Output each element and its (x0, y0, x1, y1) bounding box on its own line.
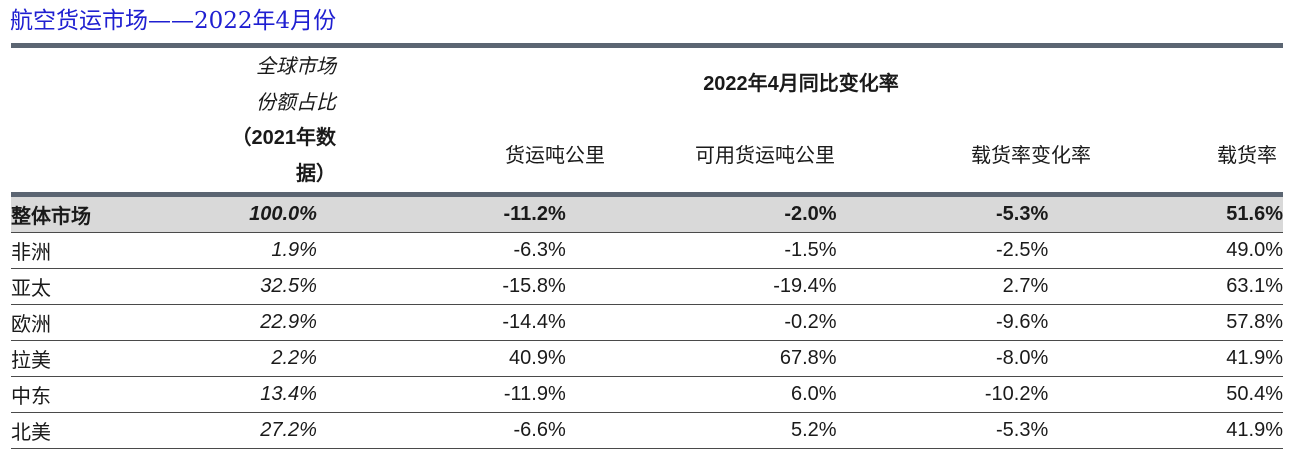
table-row: 拉美 2.2% 40.9% 67.8% -8.0% 41.9% (11, 340, 1283, 377)
col-header-rtk: 货运吨公里 (505, 145, 605, 167)
share-cell: 100.0% (175, 197, 317, 233)
lf-change-cell: -2.5% (836, 232, 1049, 269)
header-divider (11, 192, 1283, 197)
table-row-total: 整体市场 100.0% -11.2% -2.0% -5.3% 51.6% (11, 197, 1283, 233)
region-cell: 拉美 (11, 340, 176, 377)
col-header-atk: 可用货运吨公里 (695, 145, 835, 167)
atk-cell: 5.2% (565, 412, 837, 449)
share-cell: 32.5% (175, 268, 317, 305)
rtk-cell: -6.3% (316, 232, 566, 269)
table-row: 亚太 32.5% -15.8% -19.4% 2.7% 63.1% (11, 268, 1283, 305)
table-row: 北美 27.2% -6.6% 5.2% -5.3% 41.9% (11, 412, 1283, 449)
atk-cell: -1.5% (565, 232, 837, 269)
share-cell: 2.2% (175, 340, 317, 377)
page-title: 航空货运市场——2022年4月份 (10, 8, 337, 34)
share-cell: 13.4% (175, 376, 317, 413)
market-share-header: 全球市场 份额占比 （2021年数 据） (186, 48, 337, 192)
lf-cell: 49.0% (1048, 232, 1283, 269)
lf-change-cell: -5.3% (836, 412, 1049, 449)
lf-change-cell: -8.0% (836, 340, 1049, 377)
atk-cell: 6.0% (565, 376, 837, 413)
market-share-header-line1: 全球市场 (256, 54, 336, 78)
share-cell: 27.2% (175, 412, 317, 449)
region-cell: 北美 (11, 412, 176, 449)
rtk-cell: -6.6% (316, 412, 566, 449)
share-cell: 1.9% (175, 232, 317, 269)
table-header: 全球市场 份额占比 （2021年数 据） 2022年4月同比变化率 货运吨公里 … (11, 48, 1283, 192)
lf-change-cell: 2.7% (836, 268, 1049, 305)
lf-cell: 41.9% (1048, 340, 1283, 377)
region-cell: 欧洲 (11, 304, 176, 341)
rtk-cell: -14.4% (316, 304, 566, 341)
market-share-header-line2: 份额占比 (256, 90, 336, 114)
atk-cell: -19.4% (565, 268, 837, 305)
atk-cell: 67.8% (565, 340, 837, 377)
table-row: 中东 13.4% -11.9% 6.0% -10.2% 50.4% (11, 376, 1283, 413)
lf-change-cell: -5.3% (836, 197, 1049, 233)
col-header-lf: 载货率 (1217, 145, 1277, 167)
title-divider (11, 43, 1283, 48)
rtk-cell: -11.9% (316, 376, 566, 413)
region-cell: 整体市场 (11, 197, 176, 233)
atk-cell: -2.0% (565, 197, 837, 233)
rtk-cell: -15.8% (316, 268, 566, 305)
yoy-group-header: 2022年4月同比变化率 (703, 73, 899, 95)
lf-change-cell: -10.2% (836, 376, 1049, 413)
market-share-header-line4: 据） (296, 163, 336, 185)
share-cell: 22.9% (175, 304, 317, 341)
data-table: 整体市场 100.0% -11.2% -2.0% -5.3% 51.6% 非洲 … (11, 197, 1283, 449)
table-row: 欧洲 22.9% -14.4% -0.2% -9.6% 57.8% (11, 304, 1283, 341)
region-cell: 亚太 (11, 268, 176, 305)
col-header-lf-change: 载货率变化率 (971, 145, 1091, 167)
lf-cell: 50.4% (1048, 376, 1283, 413)
lf-cell: 63.1% (1048, 268, 1283, 305)
rtk-cell: -11.2% (316, 197, 566, 233)
market-share-header-line3: （2021年数 (231, 127, 337, 149)
table-row: 非洲 1.9% -6.3% -1.5% -2.5% 49.0% (11, 232, 1283, 269)
atk-cell: -0.2% (565, 304, 837, 341)
rtk-cell: 40.9% (316, 340, 566, 377)
region-cell: 中东 (11, 376, 176, 413)
region-cell: 非洲 (11, 232, 176, 269)
lf-change-cell: -9.6% (836, 304, 1049, 341)
lf-cell: 51.6% (1048, 197, 1283, 233)
lf-cell: 41.9% (1048, 412, 1283, 449)
lf-cell: 57.8% (1048, 304, 1283, 341)
